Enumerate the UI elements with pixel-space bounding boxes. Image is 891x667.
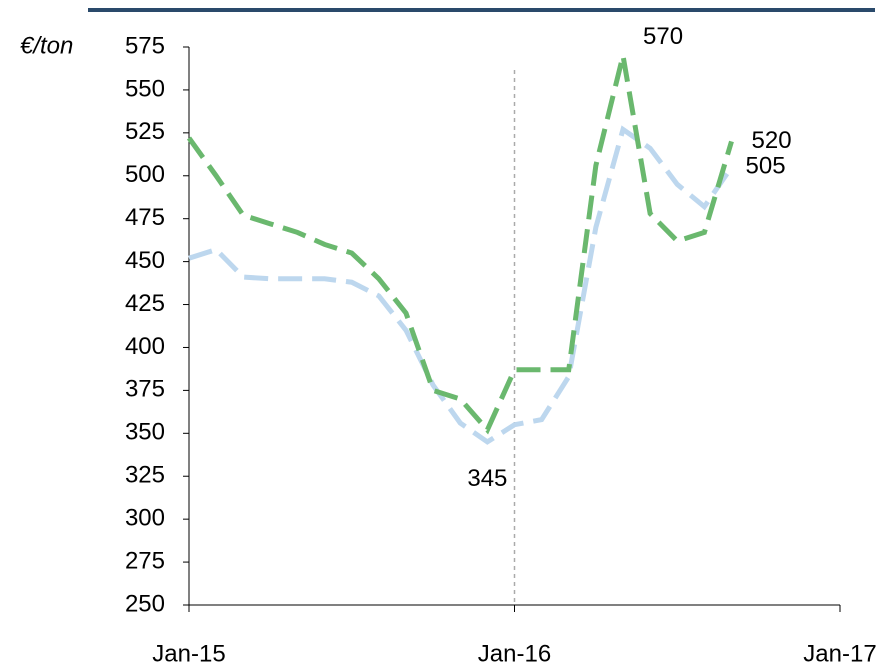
header-bar [88,8,875,12]
y-tick-label: 425 [125,290,165,317]
y-tick-label: 500 [125,161,165,188]
series-line [186,54,734,435]
data-label: 570 [643,23,683,50]
y-axis-label: €/ton [20,32,73,59]
y-tick-label: 575 [125,32,165,59]
x-tick-label: Jan-16 [478,640,551,667]
x-tick-label: Jan-15 [152,640,225,667]
y-tick-label: 250 [125,590,165,617]
y-tick-label: 475 [125,204,165,231]
y-tick-label: 350 [125,419,165,446]
y-tick-label: 275 [125,547,165,574]
y-tick-label: 550 [125,75,165,102]
y-tick-label: 375 [125,376,165,403]
y-tick-label: 400 [125,333,165,360]
x-tick-label: Jan-17 [803,640,876,667]
y-tick-label: 525 [125,118,165,145]
y-tick-label: 450 [125,247,165,274]
data-label: 345 [467,465,507,492]
y-tick-label: 325 [125,462,165,489]
series-line [188,125,734,445]
data-label: 520 [752,127,792,154]
y-tick-label: 300 [125,504,165,531]
data-label: 505 [746,153,786,180]
